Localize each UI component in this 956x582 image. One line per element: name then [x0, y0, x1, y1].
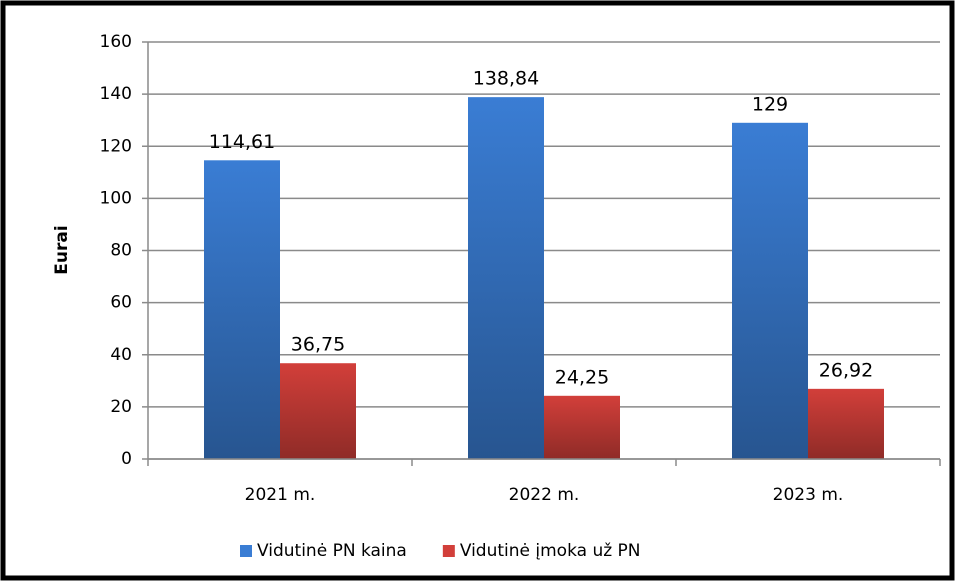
value-label: 138,84 [473, 68, 539, 90]
y-tick-label: 120 [100, 136, 132, 156]
bar [544, 395, 620, 459]
bar [732, 122, 808, 459]
y-tick-label: 100 [100, 188, 132, 208]
y-tick-label: 140 [100, 84, 132, 104]
value-label: 114,61 [209, 131, 275, 153]
y-tick-label: 160 [100, 32, 132, 52]
y-tick-label: 20 [110, 397, 132, 417]
legend-label: Vidutinė įmoka už PN [460, 541, 641, 561]
y-tick-label: 60 [110, 293, 132, 313]
bar [280, 363, 356, 459]
x-tick-label: 2022 m. [509, 485, 580, 505]
value-label: 36,75 [291, 334, 345, 356]
bar [468, 97, 544, 459]
x-tick-label: 2023 m. [773, 485, 844, 505]
value-label: 129 [752, 93, 788, 115]
value-label: 24,25 [555, 366, 609, 388]
legend-swatch [442, 545, 455, 557]
legend-swatch [240, 545, 252, 557]
y-tick-label: 0 [121, 449, 132, 469]
bar [808, 388, 884, 459]
legend-label: Vidutinė PN kaina [257, 541, 407, 561]
bar [204, 160, 280, 460]
y-tick-label: 40 [110, 345, 132, 365]
x-tick-label: 2021 m. [245, 485, 316, 505]
value-label: 26,92 [819, 359, 873, 381]
y-axis-label: Eurai [52, 225, 72, 274]
y-tick-label: 80 [110, 241, 132, 261]
